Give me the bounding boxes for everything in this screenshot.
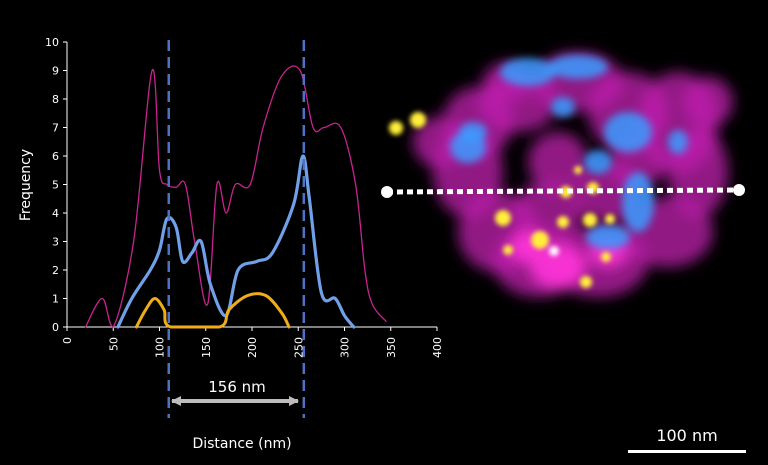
y-tick-label: 3	[52, 236, 59, 249]
x-tick-label: 250	[292, 337, 305, 358]
scale-bar-label: 100 nm	[656, 426, 718, 445]
blue-signal-blob	[584, 150, 612, 174]
yellow-signal-spot	[410, 112, 426, 128]
white-signal-spot	[549, 246, 559, 256]
x-tick-label: 350	[385, 337, 398, 358]
x-tick-label: 100	[154, 337, 167, 358]
blue-signal-blob	[604, 112, 652, 152]
x-tick-label: 200	[246, 337, 259, 358]
x-tick-label: 0	[61, 337, 74, 344]
x-axis-title: Distance (nm)	[192, 436, 291, 452]
x-tick-label: 400	[431, 337, 444, 358]
x-tick-label: 300	[339, 337, 352, 358]
magenta-signal-blob	[683, 77, 733, 127]
y-tick-label: 2	[52, 264, 59, 277]
microscopy-image	[381, 52, 745, 297]
y-tick-label: 5	[52, 179, 59, 192]
yellow-signal-spot	[557, 216, 569, 228]
x-tick-label: 50	[107, 337, 120, 351]
scale-bar	[628, 450, 746, 453]
blue-signal-blob	[668, 130, 688, 154]
x-tick-label: 150	[200, 337, 213, 358]
y-tick-label: 8	[52, 93, 59, 106]
line-profile-end	[733, 184, 745, 196]
y-tick-label: 9	[52, 65, 59, 78]
yellow-signal-spot	[503, 245, 513, 255]
yellow-signal-spot	[531, 231, 549, 249]
line-profile-start	[381, 186, 393, 198]
y-tick-label: 7	[52, 122, 59, 135]
yellow-signal-spot	[601, 252, 611, 262]
y-tick-label: 0	[52, 321, 59, 334]
magenta-signal-blob	[413, 117, 463, 167]
blue-signal-blob	[586, 225, 630, 249]
blue-signal-blob	[459, 122, 487, 142]
y-tick-label: 6	[52, 150, 59, 163]
y-tick-label: 10	[45, 36, 59, 49]
blue-signal-blob	[548, 55, 608, 79]
yellow-signal-spot	[574, 166, 582, 174]
magenta-signal-blob	[528, 132, 588, 192]
blue-signal-blob	[551, 97, 575, 117]
blue-signal-blob	[622, 172, 654, 232]
y-tick-label: 4	[52, 207, 59, 220]
yellow-signal-spot	[583, 213, 597, 227]
y-tick-label: 1	[52, 293, 59, 306]
magenta-signal-blob	[530, 245, 586, 289]
yellow-signal-spot	[495, 210, 511, 226]
yellow-signal-spot	[580, 276, 592, 288]
series-line-magenta	[84, 65, 387, 328]
series-line-yellow	[134, 292, 291, 329]
yellow-signal-spot	[605, 214, 615, 224]
line-profile	[386, 187, 740, 195]
distance-annotation: 156 nm	[208, 378, 266, 396]
blue-signal-blob	[500, 58, 556, 86]
y-axis-title: Frequency	[18, 149, 34, 221]
yellow-signal-spot	[389, 121, 403, 135]
